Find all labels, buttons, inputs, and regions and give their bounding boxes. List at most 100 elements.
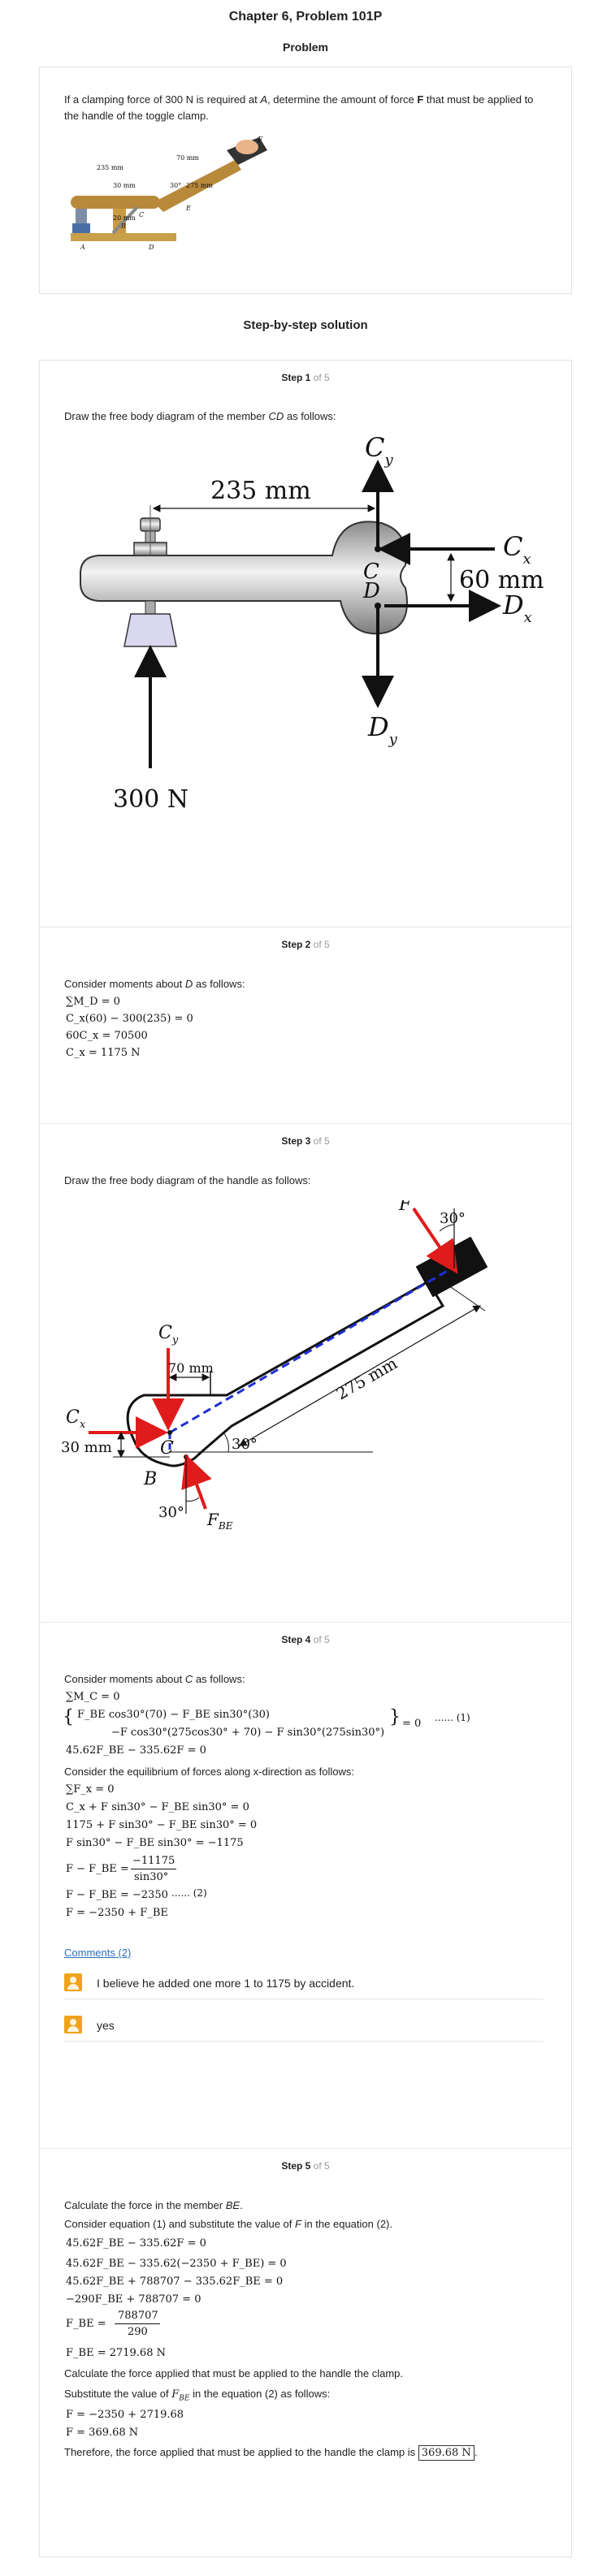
fraction-denominator: sin30° [134,1871,169,1883]
equation-line: ∑M_D = 0 [66,996,120,1008]
f-label: F [398,1200,412,1215]
force-300-label: 300 N [113,785,188,814]
problem-card: If a clamping force of 300 N is required… [39,67,572,294]
equation-line: F sin30° − F_BE sin30° = −1175 [66,1837,244,1849]
step-intro: Consider moments about D as follows: [64,978,245,990]
angle-30-bottom-label: 30° [158,1504,184,1521]
step-heading: Step 4 of 5 [281,1634,330,1645]
figure-label-D: D [148,244,154,251]
comments-link[interactable]: Comments (2) [64,1947,132,1959]
figure-label-20: 20 mm [113,214,136,222]
section-heading: Problem [282,41,328,54]
angle-30-top-label: 30° [440,1210,466,1227]
solution-card: Step 1 of 5 Draw the free body diagram o… [39,360,572,2557]
equation-line: 45.62F_BE − 335.62F = 0 [66,1744,206,1757]
figure-label-70: 70 mm [176,154,199,162]
step-3: Step 3 of 5 Draw the free body diagram o… [40,1124,571,1623]
equation-line: F − F_BE = −2350 [66,1889,168,1901]
equation-tag: ...... (1) [435,1712,470,1723]
equation-line: F = 369.68 N [66,2427,139,2439]
angle-30-mid-label: 30° [232,1436,258,1453]
step-heading: Step 3 of 5 [281,1135,330,1147]
equation-tag: ...... (2) [171,1887,207,1899]
solution-title: Step-by-step solution [243,318,368,332]
dim-60-label: 60 mm [459,566,544,594]
toggle-clamp-figure: 235 mm 30 mm 70 mm 275 mm 30° 20 mm F A … [71,136,267,251]
fbe-label: FBE [206,1510,233,1532]
fraction-bar [115,2323,160,2324]
step-heading: Step 2 of 5 [281,939,330,950]
figure-label-235: 235 mm [97,164,124,171]
dy-label: Dy [367,711,398,748]
equation-line: −290F_BE + 788707 = 0 [66,2293,202,2306]
comment-text: I believe he added one more 1 to 1175 by… [97,1977,355,1990]
step-intro: Draw the free body diagram of the member… [64,410,336,422]
equation-line: F_BE = [66,2318,106,2330]
avatar [64,2016,82,2034]
dim-30-label: 30 mm [61,1439,112,1456]
equation-line: −F cos30°(275cos30° + 70) − F sin30°(275… [111,1727,385,1739]
point-d-label: D [362,579,380,603]
equation-line: F_BE = 2719.68 N [66,2347,166,2359]
step-2: Step 2 of 5 Consider moments about D as … [40,927,571,1124]
step-5: Step 5 of 5 Calculate the force in the m… [40,2149,571,2557]
left-brace: { [63,1707,74,1727]
equation-equals: = 0 [402,1718,422,1730]
equation-line: C_x + F sin30° − F_BE sin30° = 0 [66,1801,249,1813]
equation-line: ∑F_x = 0 [66,1783,115,1796]
conclusion: Therefore, the force applied that must b… [64,2445,478,2461]
cy-label: Cy [158,1323,179,1346]
comment-text: yes [97,2019,115,2032]
step-1: Step 1 of 5 Draw the free body diagram o… [40,361,571,927]
equation-line: F_BE cos30°(70) − F_BE sin30°(30) [77,1709,270,1721]
dx-label: Dx [502,590,532,626]
equation-line: ∑M_C = 0 [66,1691,120,1703]
step-intro: Draw the free body diagram of the handle… [64,1174,311,1186]
equation-line: F = −2350 + 2719.68 [66,2409,184,2421]
equation-line: 45.62F_BE − 335.62(−2350 + F_BE) = 0 [66,2258,287,2270]
answer-box: 369.68 N [418,2445,474,2461]
dim-70-label: 70 mm [168,1360,214,1376]
fraction-numerator: −11175 [132,1855,176,1867]
step-heading: Step 5 of 5 [281,2160,330,2172]
cy-label: Cy [365,434,393,469]
calc-intro: Calculate the force applied that must be… [64,2367,403,2379]
figure-label-275: 275 mm [186,182,213,189]
point-c-label: C [363,560,379,584]
equation-line: F = −2350 + F_BE [66,1907,168,1919]
fbd-member-cd: 300 N 235 mm C D Cy Cx Dx [80,434,544,814]
cx-label: Cx [66,1407,86,1431]
figure-label-C: C [139,211,144,218]
avatar [64,1973,82,1991]
comment-item: yes [64,2009,544,2042]
figure-label-30deg: 30° [170,182,181,189]
equation-line: 45.62F_BE + 788707 − 335.62F_BE = 0 [66,2276,284,2288]
page-title: Chapter 6, Problem 101P [228,10,383,24]
equation-line: 1175 + F sin30° − F_BE sin30° = 0 [66,1819,258,1831]
step-heading: Step 1 of 5 [281,372,330,383]
figure-label-30: 30 mm [113,182,136,189]
equilibrium-intro: Consider the equilibrium of forces along… [64,1766,354,1778]
substitute-intro: Substitute the value of FBE in the equat… [64,2388,331,2403]
equation-line: C_x = 1175 N [66,1047,141,1059]
step-4: Step 4 of 5 Consider moments about C as … [40,1623,571,2149]
figure-label-F: F [257,136,263,145]
fbd-handle: F 30° Cy 70 mm Cx 30 mm 30° [61,1200,488,1532]
point-b-label: B [143,1469,157,1489]
fraction-denominator: 290 [128,2326,148,2338]
point-c-label: C [160,1438,174,1459]
figure-label-B: B [120,223,126,230]
equation-line: C_x(60) − 300(235) = 0 [66,1013,193,1025]
equation-line: F − F_BE = [66,1863,129,1875]
figure-label-E: E [185,205,191,212]
dim-235-label: 235 mm [210,477,311,505]
step-intro: Calculate the force in the member BE. [64,2199,243,2211]
equation-line: 45.62F_BE − 335.62F = 0 [66,2237,206,2250]
problem-statement: If a clamping force of 300 N is required… [64,93,534,122]
comment-item: I believe he added one more 1 to 1175 by… [64,1967,544,1999]
step-intro-2: Consider equation (1) and substitute the… [64,2218,392,2230]
fraction-numerator: 788707 [118,2310,158,2322]
step-intro: Consider moments about C as follows: [64,1673,245,1685]
equation-line: 60C_x = 70500 [66,1030,148,1042]
